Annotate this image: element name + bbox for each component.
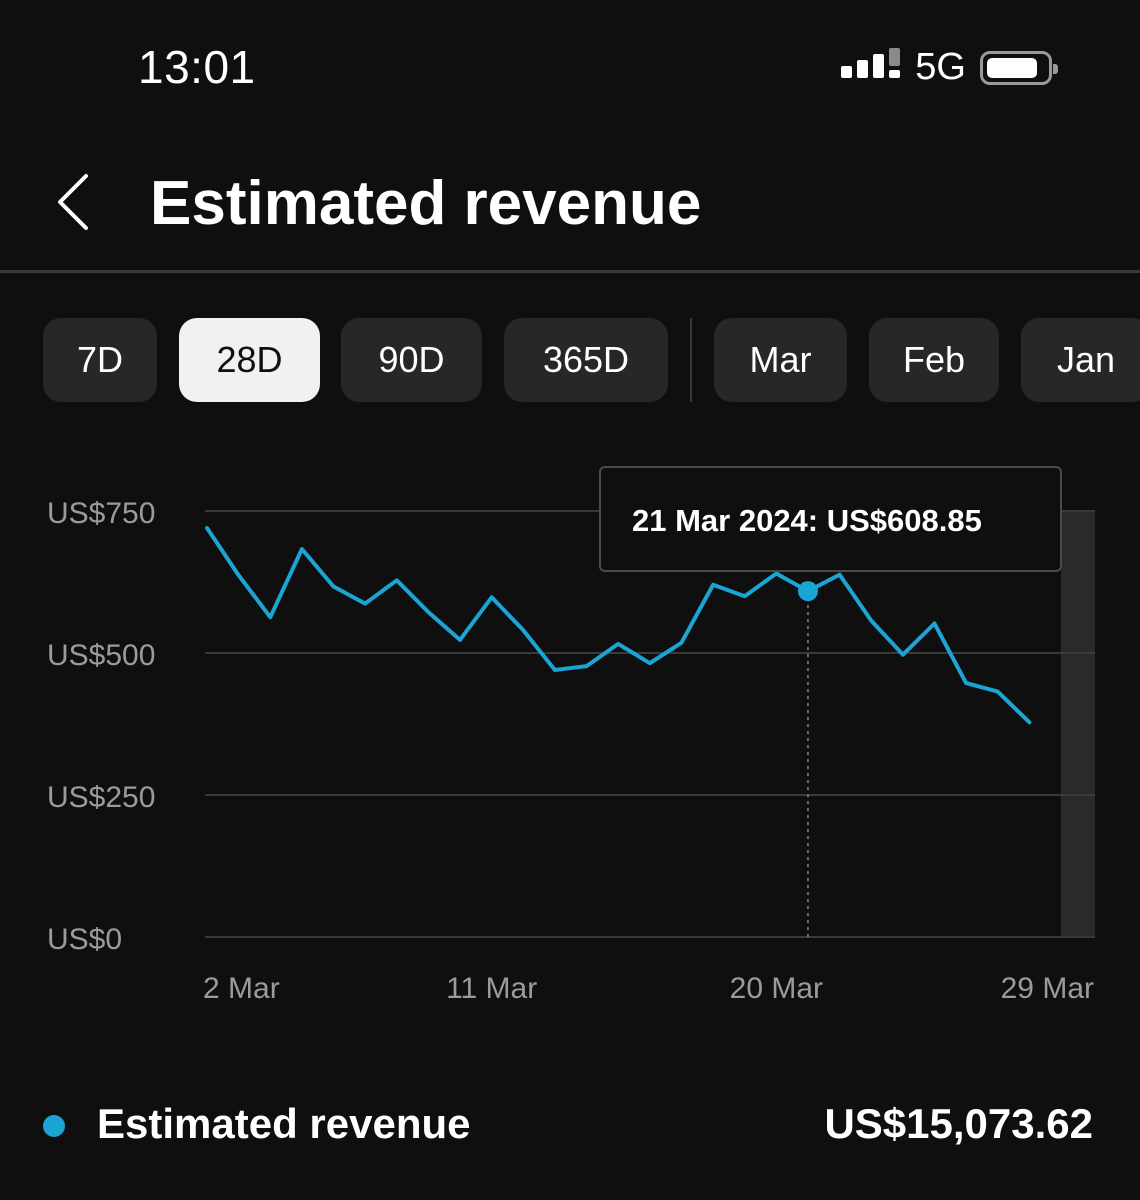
y-tick-label: US$500 — [47, 639, 155, 672]
highlighted-data-point — [797, 581, 818, 602]
tooltip-text: 21 Mar 2024: US$608.85 — [632, 503, 982, 538]
tab-month-jan[interactable]: Jan — [1021, 318, 1140, 402]
x-tick-label: 20 Mar — [730, 972, 823, 1005]
revenue-line-chart[interactable]: US$0 US$250 US$500 US$750 2 Mar 11 Mar 20 Mar 2… — [0, 440, 1140, 1020]
tab-7d[interactable]: 7D — [43, 318, 157, 402]
status-indicators: 5G — [841, 46, 1058, 89]
status-time: 13:01 — [138, 41, 256, 93]
back-chevron-icon[interactable] — [52, 172, 102, 232]
tab-90d[interactable]: 90D — [341, 318, 482, 402]
legend-dot — [43, 1115, 65, 1137]
partial-data-band — [1061, 511, 1095, 937]
tab-28d[interactable]: 28D — [179, 318, 320, 402]
chip-separator — [690, 318, 692, 402]
page-title: Estimated revenue — [150, 169, 702, 238]
series-line-estimated-revenue — [205, 526, 1032, 725]
page-header: Estimated revenue — [0, 150, 1140, 272]
battery-icon — [980, 50, 1058, 85]
legend-label: Estimated revenue — [97, 1100, 471, 1147]
x-tick-label: 2 Mar — [203, 972, 280, 1005]
tab-month-mar[interactable]: Mar — [714, 318, 847, 402]
network-type-label: 5G — [915, 46, 966, 88]
y-tick-label: US$0 — [47, 923, 122, 956]
x-tick-label: 29 Mar — [1001, 972, 1094, 1005]
header-divider — [0, 270, 1140, 273]
x-tick-label: 11 Mar — [446, 972, 537, 1005]
y-tick-label: US$750 — [47, 497, 155, 530]
tab-365d[interactable]: 365D — [504, 318, 668, 402]
tooltip-box — [599, 466, 1062, 572]
y-tick-label: US$250 — [47, 781, 155, 814]
total-revenue-value: US$15,073.62 — [824, 1100, 1093, 1147]
chart-tooltip: 21 Mar 2024: US$608.85 — [599, 466, 1062, 572]
tab-month-feb[interactable]: Feb — [869, 318, 999, 402]
cellular-signal-icon — [841, 47, 901, 88]
